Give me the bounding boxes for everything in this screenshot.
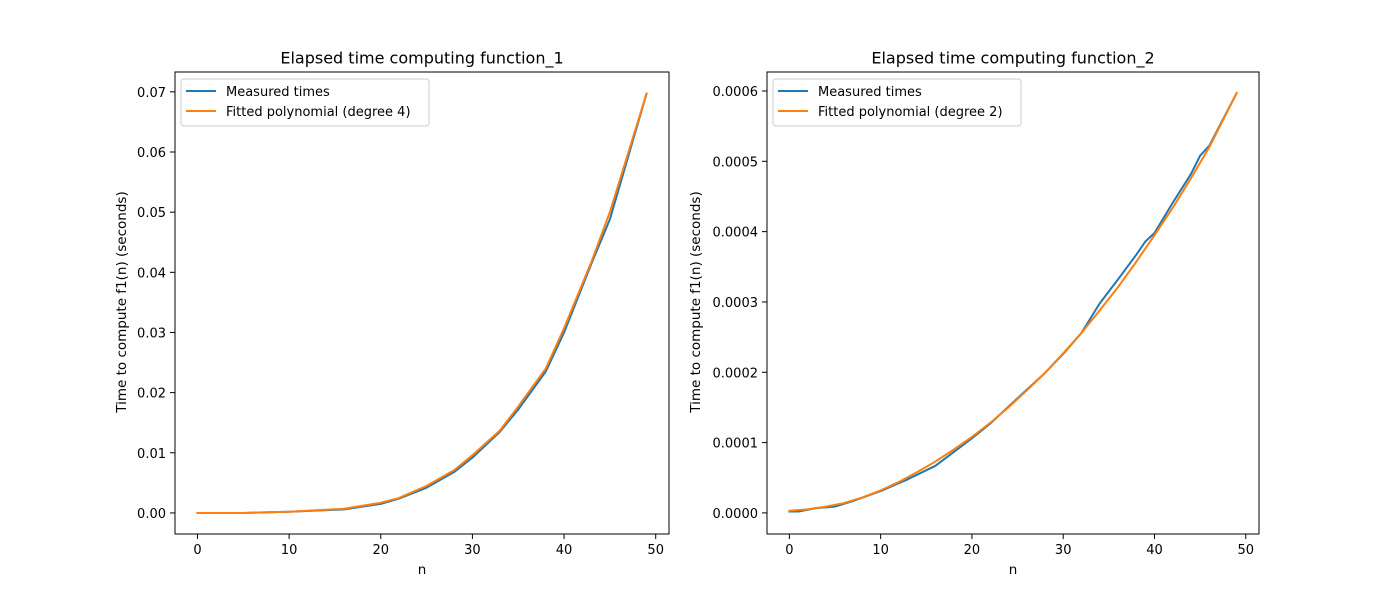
plot-area-frame — [174, 71, 670, 535]
tick-layer: 0 10 20 30 40 50 0.0000 0.0001 0.0002 0.0003 0.000… — [713, 85, 1255, 558]
y-axis-label: Time to compute f1(n) (seconds) — [688, 191, 704, 413]
x-tick-label: 40 — [1146, 543, 1163, 558]
series-line-fitted — [196, 92, 648, 514]
y-tick-label: 0.07 — [137, 86, 166, 101]
legend-label-measured: Measured times — [818, 85, 922, 100]
tick-layer: 0 10 20 30 40 50 0.00 0.01 0.02 0.03 0.04 0.05 0.06 0… — [137, 86, 664, 558]
x-tick-label: 10 — [872, 543, 889, 558]
legend-label-measured: Measured times — [226, 85, 330, 100]
series-layer — [196, 92, 648, 514]
x-tick-label: 50 — [647, 543, 664, 558]
legend-box — [180, 78, 430, 127]
x-tick-label: 40 — [556, 543, 573, 558]
x-tick-label: 20 — [372, 543, 389, 558]
legend-label-fitted: Fitted polynomial (degree 2) — [818, 105, 1003, 120]
y-tick-label: 0.0002 — [713, 366, 759, 381]
y-tick-label: 0.04 — [137, 266, 166, 281]
y-axis-label: Time to compute f1(n) (seconds) — [114, 191, 130, 413]
series-layer — [788, 91, 1238, 513]
x-tick-label: 50 — [1237, 543, 1254, 558]
x-tick-label: 30 — [464, 543, 481, 558]
y-tick-label: 0.05 — [137, 206, 166, 221]
y-tick-label: 0.0003 — [713, 296, 759, 311]
y-tick-label: 0.02 — [137, 387, 166, 402]
x-axis-label: n — [418, 562, 427, 578]
series-line-fitted — [788, 91, 1238, 512]
x-tick-label: 20 — [964, 543, 981, 558]
legend-box — [772, 78, 1022, 127]
x-axis-label: n — [1009, 562, 1018, 578]
y-tick-label: 0.06 — [137, 146, 166, 161]
x-tick-label: 30 — [1055, 543, 1072, 558]
chart-function-1: Elapsed time computing function_1 n Time… — [114, 49, 670, 578]
y-tick-label: 0.0004 — [713, 226, 759, 241]
legend: Measured times Fitted polynomial (degree… — [180, 78, 430, 127]
x-tick-label: 0 — [785, 543, 793, 558]
legend-label-fitted: Fitted polynomial (degree 4) — [226, 105, 411, 120]
y-tick-label: 0.00 — [137, 507, 166, 522]
plot-area-frame — [766, 71, 1260, 535]
x-tick-label: 10 — [281, 543, 298, 558]
y-tick-label: 0.0000 — [713, 507, 759, 522]
y-tick-label: 0.03 — [137, 326, 166, 341]
y-tick-label: 0.0006 — [713, 85, 759, 100]
chart-title: Elapsed time computing function_2 — [871, 49, 1154, 69]
y-tick-label: 0.0005 — [713, 155, 759, 170]
legend: Measured times Fitted polynomial (degree… — [772, 78, 1022, 127]
chart-function-2: Elapsed time computing function_2 n Time… — [688, 49, 1260, 578]
chart-title: Elapsed time computing function_1 — [280, 49, 563, 69]
y-tick-label: 0.0001 — [713, 437, 759, 452]
y-tick-label: 0.01 — [137, 447, 166, 462]
x-tick-label: 0 — [193, 543, 201, 558]
